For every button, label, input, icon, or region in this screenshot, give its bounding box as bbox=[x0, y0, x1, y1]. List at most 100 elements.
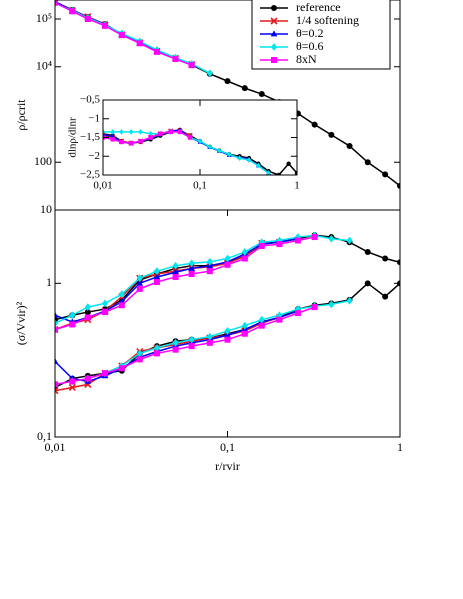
plot-area bbox=[55, 231, 400, 395]
legend-label: θ=0.6 bbox=[296, 39, 324, 53]
marker bbox=[102, 22, 109, 29]
marker bbox=[206, 268, 213, 275]
marker bbox=[311, 121, 318, 128]
marker bbox=[138, 129, 143, 135]
marker bbox=[328, 300, 335, 309]
marker bbox=[172, 268, 179, 275]
marker bbox=[55, 0, 58, 6]
marker bbox=[136, 40, 143, 47]
inset-background bbox=[103, 100, 297, 175]
marker bbox=[153, 267, 160, 276]
x-axis-label: r/rvir bbox=[215, 459, 240, 473]
marker bbox=[153, 279, 160, 286]
marker bbox=[110, 129, 115, 135]
x-tick-label: 0,01 bbox=[93, 180, 112, 192]
marker bbox=[364, 248, 371, 255]
marker bbox=[397, 182, 400, 189]
marker bbox=[55, 319, 58, 328]
marker bbox=[226, 151, 232, 158]
marker bbox=[138, 139, 143, 144]
marker bbox=[294, 170, 297, 175]
marker bbox=[172, 56, 179, 63]
marker bbox=[55, 387, 59, 395]
y-axis-label: ρ/ρcrit bbox=[14, 99, 28, 131]
marker bbox=[271, 43, 277, 51]
marker bbox=[187, 135, 193, 140]
marker bbox=[69, 8, 76, 15]
marker bbox=[55, 357, 59, 364]
marker bbox=[294, 310, 301, 317]
marker bbox=[55, 311, 59, 318]
y-tick-label: −0,5 bbox=[80, 94, 100, 106]
x-tick-label: 0,1 bbox=[220, 440, 235, 454]
marker bbox=[224, 78, 231, 85]
x-tick-label: 0,01 bbox=[45, 440, 66, 454]
series-line bbox=[55, 2, 211, 74]
marker bbox=[153, 350, 160, 357]
marker bbox=[224, 254, 231, 263]
marker bbox=[188, 335, 195, 344]
marker bbox=[136, 356, 143, 363]
legend-label: 8xN bbox=[296, 52, 317, 66]
marker bbox=[207, 144, 212, 150]
marker bbox=[311, 304, 318, 311]
marker bbox=[69, 321, 76, 328]
y-tick-label: 10⁵ bbox=[36, 11, 52, 25]
marker bbox=[110, 137, 115, 142]
marker bbox=[276, 241, 283, 248]
marker bbox=[224, 261, 231, 268]
marker bbox=[382, 293, 389, 300]
marker bbox=[188, 270, 195, 277]
marker bbox=[206, 257, 213, 266]
y-tick-label: 10 bbox=[40, 202, 52, 216]
marker bbox=[294, 237, 301, 244]
marker bbox=[217, 147, 222, 154]
y-tick-label: 100 bbox=[34, 154, 52, 168]
marker bbox=[103, 131, 106, 137]
legend-label: θ=0.2 bbox=[296, 26, 324, 40]
marker bbox=[270, 17, 278, 25]
marker bbox=[153, 273, 161, 280]
y-tick-label: 0,1 bbox=[37, 429, 52, 443]
marker bbox=[256, 162, 261, 169]
marker bbox=[241, 255, 248, 262]
y-tick-label: 1 bbox=[46, 275, 52, 289]
marker bbox=[102, 370, 109, 377]
marker bbox=[119, 139, 124, 145]
marker bbox=[118, 302, 125, 309]
marker bbox=[172, 273, 179, 280]
legend-label: reference bbox=[296, 0, 341, 14]
panel: −2,5 −2 −1,5 −1 −0,5 0,01 0,1 1 dlnρ/dlnr bbox=[67, 94, 300, 192]
marker bbox=[84, 375, 91, 382]
marker bbox=[258, 315, 265, 324]
marker bbox=[55, 326, 58, 333]
marker bbox=[84, 309, 91, 316]
marker bbox=[271, 5, 277, 11]
marker bbox=[276, 172, 282, 175]
marker bbox=[128, 129, 134, 135]
marker bbox=[172, 346, 179, 353]
marker bbox=[241, 321, 248, 330]
y-tick-label: −2,5 bbox=[80, 169, 100, 181]
y-axis-label: dlnρ/dlnr bbox=[67, 117, 79, 158]
marker bbox=[241, 330, 248, 337]
marker bbox=[270, 30, 278, 37]
panel: 0,110,01 0,1 1(σ/Vvir)²r/rvir bbox=[14, 209, 403, 473]
marker bbox=[128, 140, 134, 146]
marker bbox=[153, 344, 160, 352]
marker bbox=[102, 309, 109, 316]
marker bbox=[364, 159, 371, 166]
marker bbox=[346, 236, 353, 245]
marker bbox=[136, 274, 143, 283]
marker bbox=[84, 314, 91, 321]
marker bbox=[266, 170, 271, 175]
marker bbox=[206, 332, 213, 341]
marker bbox=[172, 338, 179, 347]
series-line bbox=[55, 236, 315, 331]
marker bbox=[118, 32, 125, 39]
marker bbox=[69, 378, 76, 385]
marker bbox=[148, 130, 153, 137]
x-tick-label: 1 bbox=[397, 440, 403, 454]
marker bbox=[364, 280, 371, 287]
marker bbox=[69, 311, 76, 320]
